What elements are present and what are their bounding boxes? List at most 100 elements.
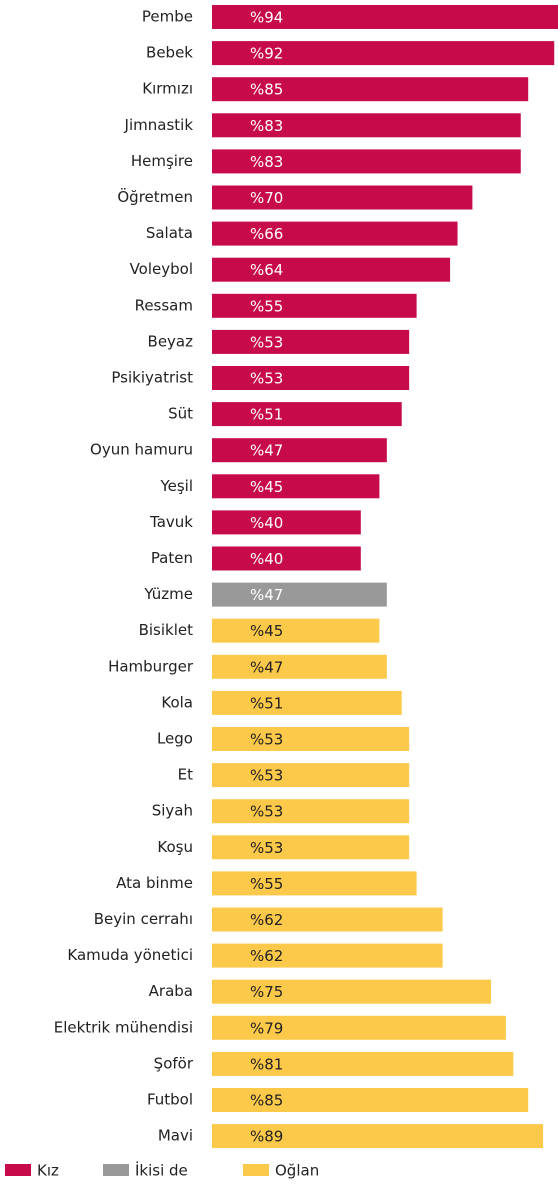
- bar: [212, 329, 410, 354]
- value-label: %40: [250, 550, 283, 568]
- category-label: Oyun hamuru: [90, 441, 193, 459]
- value-label: %62: [250, 947, 283, 965]
- category-label: Kamuda yönetici: [67, 946, 193, 964]
- value-label: %85: [250, 81, 283, 99]
- bar: [212, 1051, 514, 1076]
- bar: [212, 510, 361, 535]
- category-label: Öğretmen: [117, 187, 193, 206]
- bar: [212, 1015, 506, 1040]
- value-label: %53: [250, 370, 283, 388]
- bar: [212, 402, 402, 427]
- value-label: %45: [250, 622, 283, 640]
- category-label: Futbol: [147, 1091, 193, 1109]
- category-label: Bebek: [146, 44, 193, 62]
- bar: [212, 221, 458, 246]
- category-label: Psikiyatrist: [111, 369, 193, 387]
- category-label: Araba: [149, 982, 193, 1000]
- value-label: %55: [250, 875, 283, 893]
- bar: [212, 366, 410, 390]
- bar: [212, 293, 417, 318]
- category-label: Pembe: [142, 8, 193, 26]
- bar: [212, 77, 529, 102]
- bar: [212, 799, 410, 824]
- value-label: %53: [250, 333, 283, 351]
- legend-swatch: [243, 1164, 269, 1176]
- category-label: Ressam: [135, 296, 193, 314]
- value-label: %51: [250, 694, 283, 712]
- bar: [212, 546, 361, 571]
- bar: [212, 149, 521, 174]
- value-label: %53: [250, 731, 283, 749]
- bar: [212, 41, 555, 66]
- value-label: %92: [250, 45, 283, 63]
- legend-label: Oğlan: [275, 1162, 319, 1180]
- bar: [212, 871, 417, 896]
- value-label: %83: [250, 117, 283, 135]
- category-label: Paten: [151, 549, 193, 567]
- bar: [212, 1124, 544, 1149]
- category-label: Siyah: [152, 802, 193, 820]
- category-label: Elektrik mühendisi: [54, 1018, 193, 1036]
- bar: [212, 185, 473, 210]
- bar: [212, 979, 491, 1004]
- category-label: Voleybol: [130, 260, 193, 278]
- value-label: %55: [250, 297, 283, 315]
- category-label: Yüzme: [143, 585, 193, 603]
- value-label: %83: [250, 153, 283, 171]
- bar: [212, 618, 380, 643]
- bar: [212, 257, 451, 282]
- value-label: %85: [250, 1092, 283, 1110]
- value-label: %64: [250, 261, 283, 279]
- category-label: Tavuk: [149, 513, 193, 531]
- bar: [212, 582, 387, 607]
- value-label: %40: [250, 514, 283, 532]
- bar: [212, 654, 387, 679]
- value-label: %45: [250, 478, 283, 496]
- category-label: Et: [178, 766, 193, 784]
- legend-swatch: [5, 1164, 31, 1176]
- bar: [212, 943, 443, 968]
- value-label: %62: [250, 911, 283, 929]
- value-label: %89: [250, 1128, 283, 1146]
- value-label: %79: [250, 1019, 283, 1037]
- value-label: %47: [250, 658, 283, 676]
- value-label: %51: [250, 406, 283, 424]
- value-label: %47: [250, 586, 283, 604]
- bar: [212, 113, 521, 138]
- bar: [212, 763, 410, 788]
- value-label: %47: [250, 442, 283, 460]
- bar: [212, 474, 380, 499]
- bar: [212, 835, 410, 860]
- value-label: %53: [250, 803, 283, 821]
- category-label: Hamburger: [108, 657, 194, 675]
- legend-label: İkisi de: [135, 1161, 188, 1180]
- category-label: Mavi: [158, 1127, 193, 1145]
- category-label: Kola: [161, 693, 193, 711]
- bar: [212, 5, 558, 29]
- bar: [212, 727, 410, 751]
- value-label: %81: [250, 1055, 283, 1073]
- value-label: %53: [250, 767, 283, 785]
- legend-label: Kız: [37, 1162, 59, 1180]
- category-label: Hemşire: [131, 152, 193, 170]
- category-label: Salata: [146, 224, 193, 242]
- bar: [212, 1088, 529, 1112]
- category-label: Bisiklet: [139, 621, 194, 639]
- category-label: Süt: [168, 405, 193, 423]
- value-label: %53: [250, 839, 283, 857]
- category-label: Yeşil: [159, 477, 193, 495]
- category-label: Şoför: [154, 1054, 194, 1072]
- category-label: Beyin cerrahı: [94, 910, 193, 928]
- value-label: %70: [250, 189, 283, 207]
- value-label: %94: [250, 9, 283, 27]
- legend-swatch: [103, 1164, 129, 1176]
- bar: [212, 690, 402, 715]
- category-label: Beyaz: [148, 332, 194, 350]
- bar: [212, 907, 443, 932]
- category-label: Jimnastik: [124, 116, 194, 134]
- value-label: %75: [250, 983, 283, 1001]
- category-label: Lego: [157, 730, 193, 748]
- category-label: Koşu: [157, 838, 193, 856]
- value-label: %66: [250, 225, 283, 243]
